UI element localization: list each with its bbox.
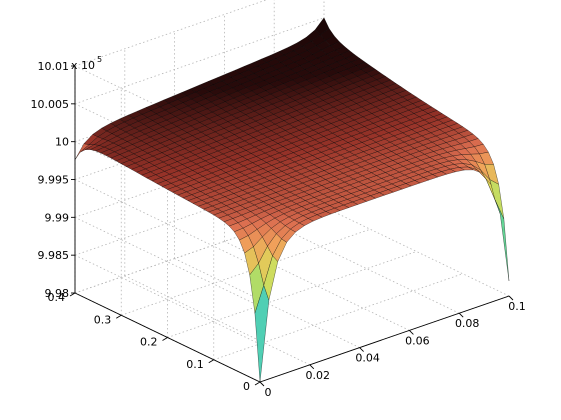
z-tick-label: 10.005 <box>31 98 70 111</box>
z-tick-label: 9.985 <box>38 249 70 262</box>
z-tick-label: 10.01 <box>38 60 70 73</box>
surface-patch <box>494 199 510 281</box>
surface-patch <box>489 179 505 220</box>
y-tick-label: 0.3 <box>94 313 112 326</box>
y-tick-mark <box>254 381 261 386</box>
surface-mesh <box>74 17 510 383</box>
x-tick-label: 0.06 <box>405 334 430 347</box>
y-tick-label: 0 <box>243 380 250 393</box>
x-tick-label: 0.02 <box>306 369 331 382</box>
axes-lines <box>69 65 514 387</box>
z-tick-label: 9.99 <box>45 211 70 224</box>
floor-grid-line-x <box>274 223 460 314</box>
tick-labels: 0 0.02 0.04 0.06 0.08 0.1 0 0.1 0.2 0.3 0.49.98 9.9… <box>31 60 526 399</box>
x-tick-mark <box>508 295 514 301</box>
y-tick-label: 0.2 <box>140 336 158 349</box>
x-tick-label: 0 <box>265 386 272 399</box>
y-tick-mark <box>116 314 122 319</box>
z-tick-label: 10 <box>55 136 69 149</box>
y-tick-mark <box>69 292 76 297</box>
x-tick-mark <box>309 364 315 370</box>
y-tick-label: 0.1 <box>186 358 204 371</box>
surface-patch <box>74 143 90 160</box>
x-axis-line <box>259 295 510 383</box>
z-exponent-label: x 10 <box>71 59 95 72</box>
z-tick-label: 9.995 <box>38 174 70 187</box>
x-tick-mark <box>458 312 464 318</box>
x-tick-mark <box>359 347 364 352</box>
x-tick-label: 0.1 <box>508 300 526 313</box>
x-tick-label: 0.04 <box>355 352 380 365</box>
x-tick-mark <box>409 330 414 335</box>
z-exponent-power: 5 <box>97 55 102 64</box>
floor-grid-line-x <box>323 206 510 297</box>
y-tick-mark <box>162 337 168 341</box>
y-tick-mark <box>208 359 214 364</box>
y-tick-label: 0.4 <box>48 291 66 304</box>
z-tick-label: 9.98 <box>45 287 70 300</box>
floor-grid-line-y <box>167 251 417 338</box>
x-tick-mark <box>259 381 265 387</box>
x-tick-label: 0.08 <box>455 317 480 330</box>
